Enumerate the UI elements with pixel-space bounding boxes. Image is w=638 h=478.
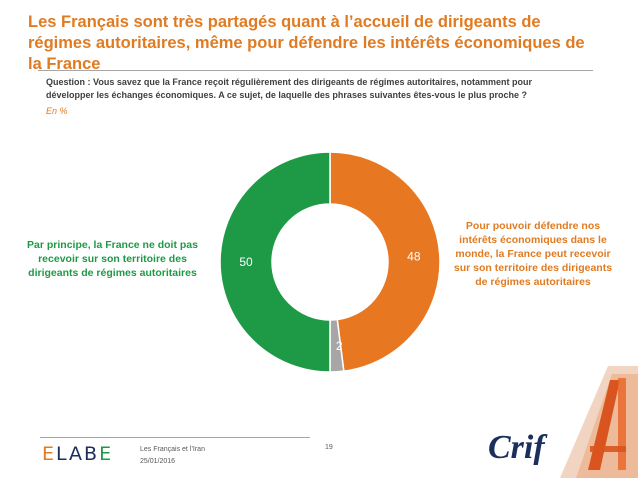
- slice-dont-know-value-label: 2: [336, 339, 343, 353]
- elabe-logo-letter: E: [42, 443, 57, 465]
- elabe-logo-letter: L: [56, 443, 70, 465]
- crif-logo: Crif: [488, 429, 545, 466]
- elabe-logo-letter: E: [99, 443, 114, 465]
- category-label-against: Par principe, la France ne doit pas rece…: [27, 239, 198, 279]
- elabe-logo-letter: A: [69, 443, 85, 465]
- corner-triangle-logo: [560, 366, 638, 478]
- slice-for-value-label: 48: [407, 250, 421, 264]
- slice-against: [219, 151, 331, 373]
- title-divider: [38, 70, 593, 71]
- elabe-logo-letter: B: [84, 443, 100, 465]
- study-date: 25/01/2016: [140, 458, 176, 465]
- unit-label: En %: [46, 106, 68, 116]
- footer-divider: [40, 437, 310, 438]
- page-number: 19: [325, 444, 333, 451]
- slice-against-value-label: 50: [239, 255, 253, 269]
- slide-title: Les Français sont très partagés quant à …: [28, 13, 585, 73]
- survey-question: Question : Vous savez que la France reço…: [46, 77, 532, 100]
- elabe-logo-text: ELABE: [42, 443, 113, 465]
- slice-for: [329, 151, 441, 372]
- elabe-logo: ELABE: [42, 443, 113, 465]
- category-label-for: Pour pouvoir défendre nos intérêts écono…: [453, 220, 613, 288]
- study-name: Les Français et l’Iran: [140, 446, 205, 453]
